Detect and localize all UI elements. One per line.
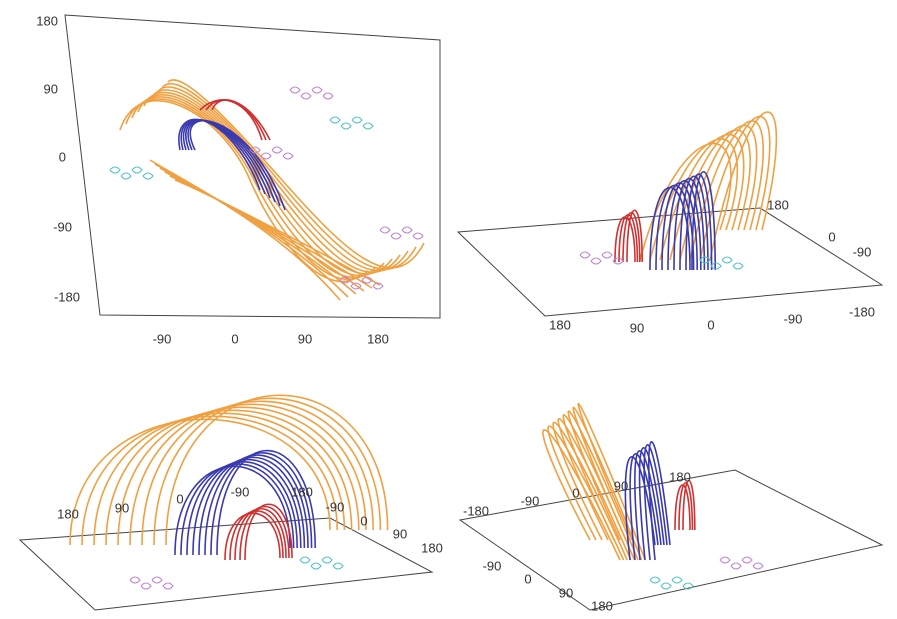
- field-line: [323, 93, 333, 99]
- field-line: [640, 143, 731, 260]
- tick-label: -90: [231, 484, 250, 499]
- field-line: [163, 583, 173, 589]
- tick-label: 180: [421, 540, 443, 555]
- tick-label: -180: [463, 503, 489, 518]
- field-line: [322, 557, 332, 563]
- field-line: [742, 557, 752, 563]
- tick-label: 180: [767, 197, 789, 212]
- tick-label: -180: [54, 289, 80, 304]
- field-line: [352, 117, 362, 123]
- field-line: [311, 563, 321, 569]
- tick-label: -90: [483, 558, 502, 573]
- field-line: [380, 227, 390, 233]
- tick-label: 0: [707, 317, 714, 332]
- field-line: [650, 577, 660, 583]
- field-line: [312, 87, 322, 93]
- tick-label: 0: [176, 491, 183, 506]
- field-line: [591, 258, 601, 264]
- tick-label: 0: [59, 149, 66, 164]
- tick-label: 90: [630, 320, 644, 335]
- tick-label: 90: [393, 526, 407, 541]
- tick-label: 180: [36, 13, 58, 28]
- tick-label: -90: [784, 311, 803, 326]
- tick-label: 180: [57, 506, 79, 521]
- tick-label: -90: [153, 331, 172, 346]
- field-line: [300, 557, 310, 563]
- tick-label: 180: [591, 598, 613, 613]
- field-line: [720, 557, 730, 563]
- tick-label: 180: [367, 331, 389, 346]
- field-line: [711, 263, 721, 269]
- tick-labels: 180 90 0 -90 -180 -90 0 90 180 180 0 -90…: [36, 13, 875, 613]
- field-line: [722, 257, 732, 263]
- panel-plane: [460, 470, 882, 610]
- field-line: [661, 583, 671, 589]
- field-line: [283, 153, 293, 159]
- tick-label: -180: [849, 304, 875, 319]
- field-line: [333, 563, 343, 569]
- field-line: [301, 93, 311, 99]
- field-line: [731, 563, 741, 569]
- field-line: [152, 577, 162, 583]
- field-line: [391, 233, 401, 239]
- field-lines: [70, 80, 776, 589]
- tick-label: 0: [572, 485, 579, 500]
- tick-label: 0: [231, 331, 238, 346]
- tick-label: 90: [298, 331, 312, 346]
- tick-label: 0: [828, 229, 835, 244]
- field-line: [670, 130, 750, 260]
- field-line: [363, 123, 373, 129]
- field-line: [272, 147, 282, 153]
- field-line: [330, 117, 340, 123]
- tick-label: -90: [326, 499, 345, 514]
- tick-label: 180: [669, 469, 691, 484]
- field-line: [121, 173, 131, 179]
- tick-label: 90: [559, 585, 573, 600]
- field-line: [141, 583, 151, 589]
- field-line: [413, 233, 423, 239]
- field-line: [672, 577, 682, 583]
- figure: 180 90 0 -90 -180 -90 0 90 180 180 0 -90…: [0, 0, 897, 619]
- tick-label: -90: [521, 493, 540, 508]
- tick-label: 0: [360, 513, 367, 528]
- tick-label: -90: [53, 219, 72, 234]
- tick-label: 90: [115, 500, 129, 515]
- tick-label: 180: [291, 484, 313, 499]
- tick-label: -90: [853, 244, 872, 259]
- field-line: [130, 577, 140, 583]
- field-line: [143, 173, 153, 179]
- field-line: [261, 153, 271, 159]
- field-line: [132, 167, 142, 173]
- tick-label: 0: [524, 571, 531, 586]
- field-line: [341, 123, 351, 129]
- field-line: [402, 227, 412, 233]
- tick-label: 90: [44, 81, 58, 96]
- tick-label: 180: [549, 317, 571, 332]
- tick-label: 90: [614, 478, 628, 493]
- field-line: [602, 252, 612, 258]
- field-line: [615, 217, 635, 262]
- field-line: [290, 87, 300, 93]
- field-line: [580, 252, 590, 258]
- field-line: [733, 263, 743, 269]
- field-line: [110, 167, 120, 173]
- field-line: [753, 563, 763, 569]
